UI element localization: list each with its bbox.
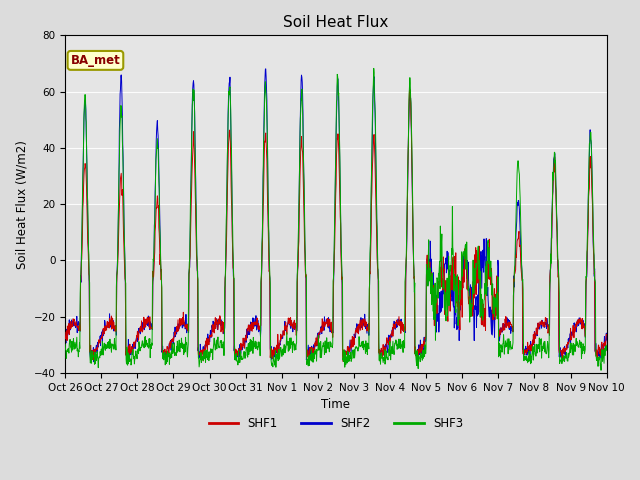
SHF2 xyxy=(243,336,250,342)
SHF2 xyxy=(540,320,547,326)
SHF3 xyxy=(491,297,499,303)
Bar xyxy=(65,36,607,204)
SHF1 xyxy=(168,337,176,343)
SHF3 xyxy=(61,341,69,347)
SHF1 xyxy=(492,317,499,323)
SHF1 xyxy=(406,87,413,93)
Y-axis label: Soil Heat Flux (W/m2): Soil Heat Flux (W/m2) xyxy=(15,140,28,269)
Line: SHF2: SHF2 xyxy=(65,69,607,362)
SHF3 xyxy=(603,342,611,348)
Line: SHF1: SHF1 xyxy=(65,90,607,361)
SHF3 xyxy=(370,65,378,71)
Line: SHF3: SHF3 xyxy=(65,68,607,370)
X-axis label: Time: Time xyxy=(321,398,351,411)
SHF3 xyxy=(243,345,250,350)
SHF3 xyxy=(420,347,428,353)
SHF2 xyxy=(262,66,269,72)
SHF3 xyxy=(539,344,547,350)
SHF2 xyxy=(61,336,69,342)
Legend: SHF1, SHF2, SHF3: SHF1, SHF2, SHF3 xyxy=(204,412,468,434)
Title: Soil Heat Flux: Soil Heat Flux xyxy=(284,15,388,30)
SHF1 xyxy=(603,332,611,337)
SHF2 xyxy=(169,336,177,342)
SHF2 xyxy=(603,337,611,343)
SHF3 xyxy=(597,367,605,373)
Text: BA_met: BA_met xyxy=(70,54,120,67)
SHF2 xyxy=(420,347,428,353)
SHF3 xyxy=(182,335,189,340)
SHF1 xyxy=(540,324,547,329)
SHF3 xyxy=(168,340,176,346)
SHF1 xyxy=(420,341,428,347)
SHF2 xyxy=(492,300,499,306)
SHF1 xyxy=(243,337,250,343)
SHF2 xyxy=(90,359,97,365)
SHF1 xyxy=(339,359,347,364)
SHF2 xyxy=(182,312,190,317)
SHF1 xyxy=(182,322,189,328)
SHF1 xyxy=(61,329,69,335)
